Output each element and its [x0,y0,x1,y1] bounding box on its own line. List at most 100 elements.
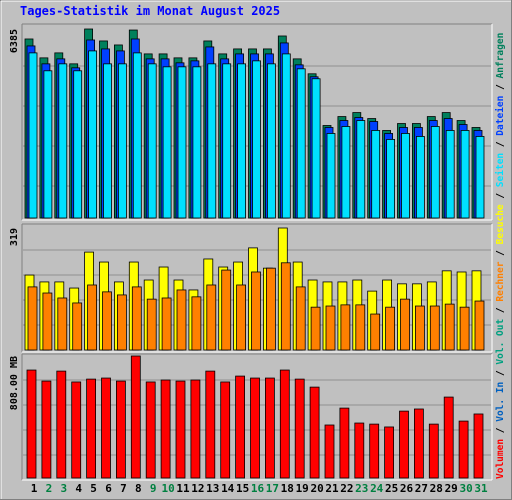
bar [118,63,127,219]
x-tick-label: 12 [191,482,204,495]
bar [281,53,291,219]
bar [237,63,247,219]
legend-separator: / [495,187,506,204]
x-tick-label: 31 [474,482,488,495]
panels: 6385 319 808.00 MB [9,23,493,481]
bar [27,286,38,351]
bar [429,305,440,351]
bar [309,386,320,479]
bar [26,369,37,479]
bar [162,66,172,219]
y-tick-label: 808.00 MB [9,356,20,410]
bar [295,286,306,351]
bar [130,355,141,479]
x-tick-label: 20 [310,482,323,495]
bar [443,396,454,479]
bar [326,133,336,219]
bar [340,304,351,351]
bar [250,377,260,479]
y-tick-label: 319 [9,228,20,246]
legend-separator: / [495,136,506,153]
x-tick-label: 11 [176,482,190,495]
bar [296,68,306,219]
bar [101,377,111,479]
bar [311,78,321,219]
x-tick-label: 8 [135,482,142,495]
legend-separator: / [495,365,506,382]
x-tick-label: 5 [90,482,97,495]
bar [354,422,365,479]
bar [192,66,202,219]
bar [86,378,96,479]
bar [73,70,83,219]
x-tick-label: 21 [325,482,339,495]
legend-entry: Besuche [495,204,506,244]
x-tick-label: 14 [221,482,235,495]
legend-entry: Volumen [495,439,506,479]
bar [177,66,187,219]
bar [161,297,172,351]
legend-separator: / [495,302,506,319]
bar [474,300,485,351]
y-tick-label: 6385 [9,29,20,53]
bar [235,375,246,479]
x-tick-label: 1 [31,482,38,495]
legend-entry: Dateien [495,96,506,136]
bar [236,284,247,351]
x-tick-label: 24 [370,482,384,495]
bar [401,133,410,219]
x-tick-label: 15 [236,482,249,495]
bar [71,381,82,479]
bar [370,313,381,351]
x-tick-label: 19 [296,482,309,495]
bar [266,63,276,219]
bar [279,369,290,479]
bar [146,298,157,351]
bar [221,269,232,351]
x-tick-label: 17 [266,482,279,495]
bar [131,286,142,351]
legend-separator: / [495,244,506,261]
bar [222,63,232,219]
bar [103,63,112,219]
bar [399,410,409,479]
bar [191,296,202,351]
bar [220,381,231,479]
bar [251,271,261,351]
bar [132,52,142,219]
bar [117,294,127,351]
x-tick-label: 22 [340,482,353,495]
bar [87,284,97,351]
bar [57,297,68,351]
x-tick-label: 25 [385,482,398,495]
x-tick-label: 26 [400,482,414,495]
x-tick-label: 27 [415,482,428,495]
bar [280,262,291,351]
bar [445,130,455,219]
bar [175,380,186,479]
bar [56,370,67,479]
x-tick-label: 9 [150,482,157,495]
chart-title: Tages-Statistik im Monat August 2025 [20,4,280,18]
bar [88,50,97,219]
x-tick-label: 7 [120,482,127,495]
bar [369,423,380,479]
bar [176,289,187,351]
bar [41,380,52,479]
bar [414,305,425,351]
bar [207,63,217,219]
bar [252,60,261,219]
legend-separator: / [495,422,506,439]
bar [459,306,470,351]
x-tick-label: 2 [46,482,53,495]
legend-entry: Rechner [495,261,506,301]
bar [400,298,410,351]
bar [341,126,351,219]
bar [458,420,469,479]
bar [294,378,305,479]
legend-separator: / [495,78,506,95]
bar [460,130,470,219]
x-tick-label: 6 [105,482,112,495]
x-tick-label: 29 [445,482,458,495]
